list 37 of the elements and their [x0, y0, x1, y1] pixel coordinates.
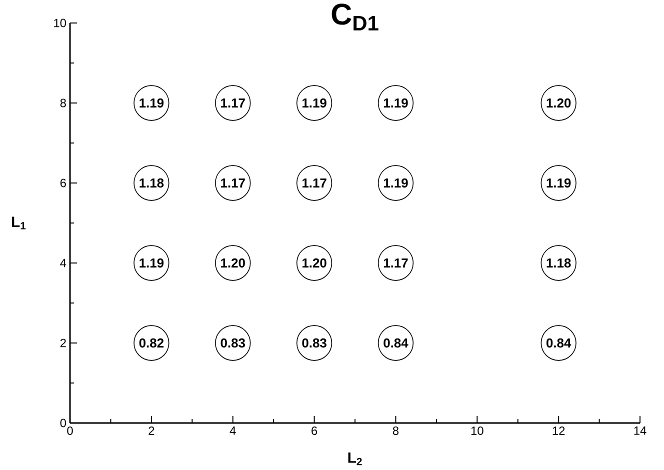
annotation: 0.84 [546, 338, 572, 348]
y-tick-label: 0 [60, 418, 66, 428]
annotation: 1.17 [221, 98, 245, 108]
annotation: 1.20 [546, 98, 571, 108]
annotation: 1.18 [546, 258, 571, 268]
annotation: 1.19 [546, 178, 571, 188]
annotation: 1.20 [302, 258, 326, 268]
x-tick-label: 12 [552, 426, 565, 435]
annotation: 1.19 [140, 98, 164, 108]
x-tick-label: 0 [67, 426, 73, 435]
annotation: 1.17 [221, 178, 245, 188]
annotation: 1.17 [302, 178, 326, 188]
y-tick-label: 2 [60, 338, 66, 348]
x-tick-label: 4 [230, 426, 236, 435]
x-tick-label: 14 [634, 426, 646, 435]
annotation: 0.82 [139, 338, 164, 348]
x-tick-label: 10 [471, 426, 484, 435]
annotation: 1.18 [140, 178, 164, 188]
annotation: 0.84 [384, 338, 408, 348]
x-tick-label: 2 [148, 426, 154, 435]
x-tick-label: 8 [392, 426, 399, 435]
chart-title: C$_{D1}$ [332, 4, 378, 30]
annotation: 1.19 [384, 98, 408, 108]
annotation: 0.83 [302, 338, 326, 348]
annotation: 1.19 [384, 178, 408, 188]
x-axis-title: L$_{2}$ [348, 452, 362, 466]
y-axis-title: L$_{1}$ [12, 216, 26, 230]
y-tick-label: 8 [60, 98, 66, 108]
annotation: 1.20 [221, 258, 245, 268]
y-tick-label: 4 [60, 258, 66, 268]
x-tick-label: 6 [312, 426, 318, 435]
annotation: 1.19 [302, 98, 326, 108]
annotation: 1.19 [140, 258, 164, 268]
y-tick-label: 6 [60, 178, 66, 188]
annotation: 0.83 [220, 338, 245, 348]
y-tick-label: 10 [54, 18, 66, 28]
annotation: 1.17 [384, 258, 408, 268]
